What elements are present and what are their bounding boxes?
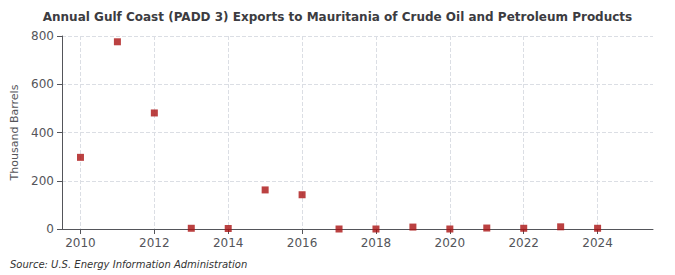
- svg-text:2012: 2012: [139, 236, 170, 250]
- svg-text:2016: 2016: [287, 236, 318, 250]
- svg-text:Annual Gulf Coast (PADD 3) Exp: Annual Gulf Coast (PADD 3) Exports to Ma…: [43, 10, 633, 24]
- svg-text:Thousand Barrels: Thousand Barrels: [8, 84, 21, 181]
- svg-text:2010: 2010: [65, 236, 96, 250]
- svg-text:2014: 2014: [213, 236, 244, 250]
- svg-text:2022: 2022: [508, 236, 539, 250]
- svg-text:600: 600: [31, 77, 54, 91]
- svg-text:200: 200: [31, 174, 54, 188]
- svg-text:400: 400: [31, 126, 54, 140]
- svg-text:2020: 2020: [435, 236, 466, 250]
- svg-text:2018: 2018: [361, 236, 392, 250]
- svg-text:800: 800: [31, 29, 54, 43]
- svg-text:0: 0: [46, 222, 54, 236]
- svg-text:Source: U.S. Energy Informatio: Source: U.S. Energy Information Administ…: [10, 259, 247, 270]
- svg-text:2024: 2024: [582, 236, 613, 250]
